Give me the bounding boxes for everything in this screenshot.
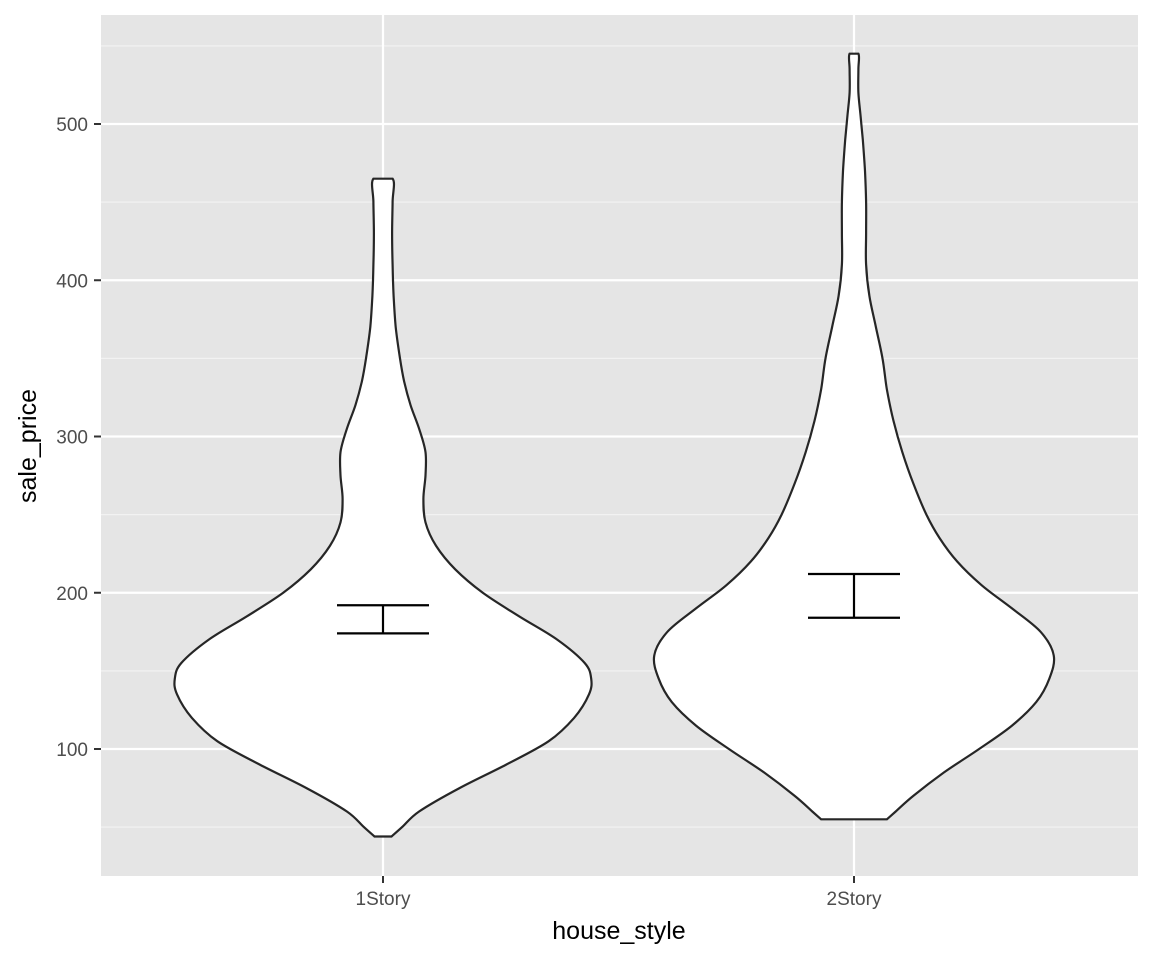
y-axis: 100 200 300 400 500: [56, 115, 101, 761]
y-axis-title: sale_price: [14, 389, 42, 503]
y-tick-label: 200: [56, 584, 88, 605]
x-axis: 1Story 2Story: [356, 876, 882, 910]
x-tick-label: 2Story: [827, 889, 882, 910]
y-tick-label: 400: [56, 271, 88, 292]
y-tick-label: 300: [56, 428, 88, 449]
x-axis-title: house_style: [552, 917, 685, 945]
violins: [173, 52, 1056, 838]
x-tick-label: 1Story: [356, 889, 411, 910]
violin-2Story: [652, 52, 1056, 821]
y-tick-label: 500: [56, 115, 88, 136]
error-bar-2Story: [808, 572, 900, 619]
violin-1Story: [173, 177, 593, 838]
error-bars: [337, 572, 900, 635]
y-tick-label: 100: [56, 740, 88, 761]
error-bar-1Story: [337, 604, 429, 635]
